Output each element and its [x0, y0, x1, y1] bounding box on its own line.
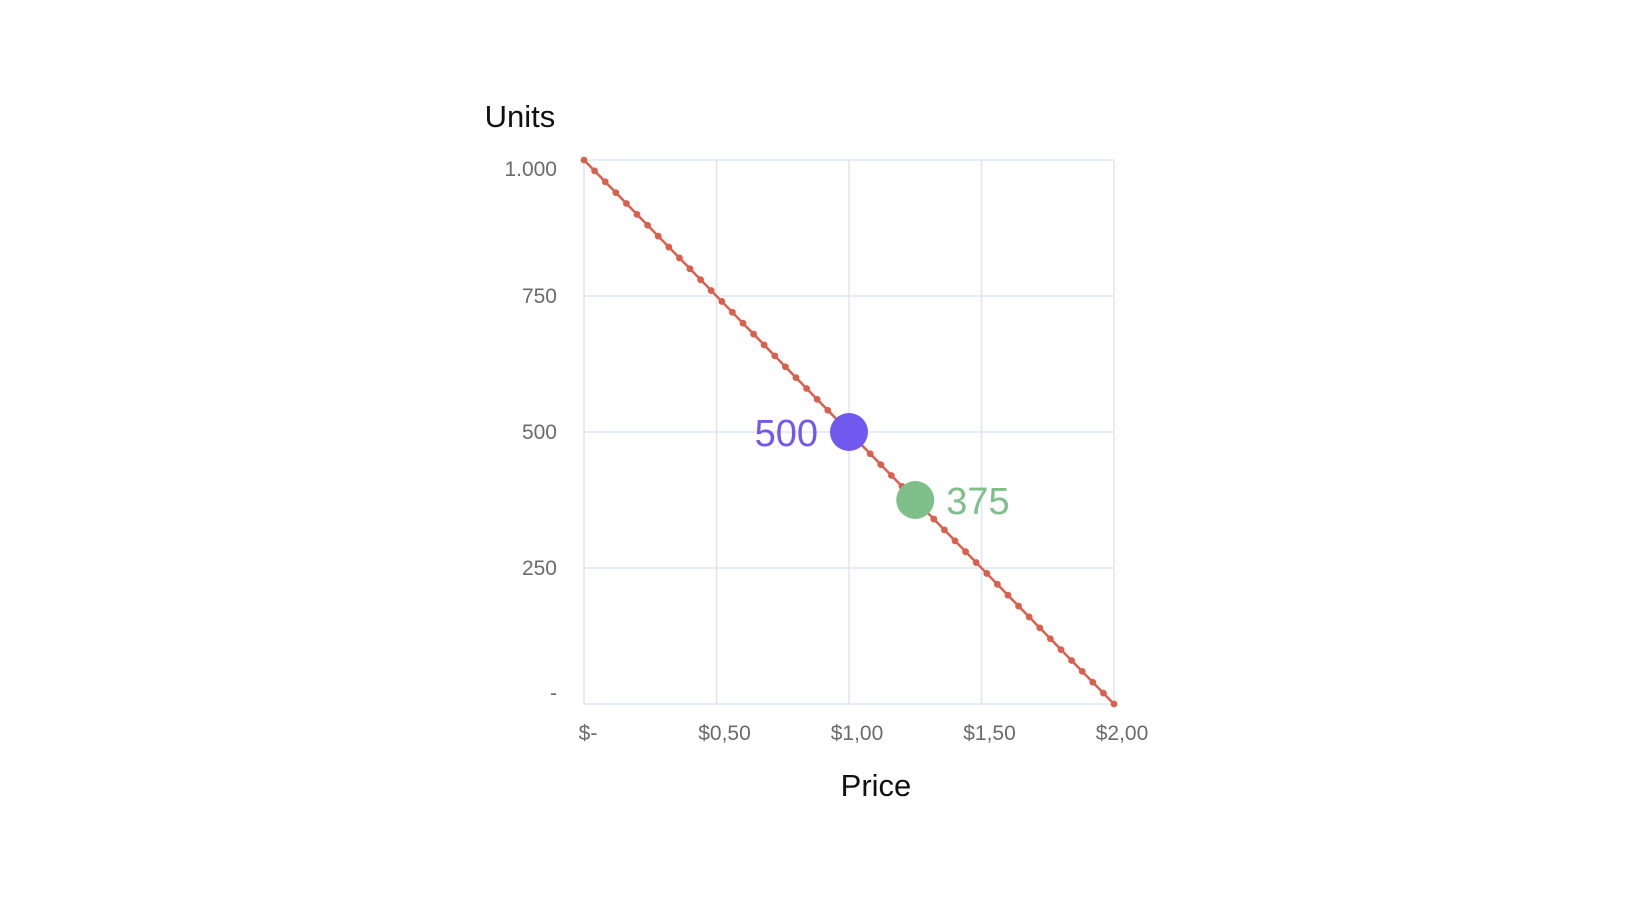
series-point	[676, 254, 683, 262]
y-tick-label: 250	[522, 557, 557, 580]
series-point	[591, 167, 598, 175]
series-point	[739, 319, 747, 327]
series-point	[665, 243, 673, 251]
series-point	[951, 537, 959, 545]
series-point	[962, 548, 969, 556]
series-point	[792, 374, 800, 381]
series-point	[729, 308, 736, 316]
x-tick-label: $0,50	[698, 722, 751, 745]
highlight-point	[896, 481, 935, 519]
series-point	[1025, 613, 1033, 621]
y-axis-title: Units	[485, 99, 556, 134]
series-point	[707, 287, 715, 294]
x-tick-label: $2,00	[1096, 722, 1149, 745]
series-point	[1015, 602, 1022, 610]
series-point	[644, 221, 651, 229]
series-point	[580, 156, 588, 164]
series-point	[888, 472, 895, 479]
series-point	[718, 298, 726, 305]
series-point	[941, 526, 948, 534]
y-tick-label: 1.000	[504, 158, 557, 181]
x-tick-label: $-	[579, 722, 598, 745]
series-point	[612, 189, 620, 197]
y-tick-label: -	[550, 682, 557, 705]
highlight-point	[830, 413, 868, 451]
series-point	[813, 395, 821, 403]
series-point	[1110, 700, 1118, 708]
series-point	[633, 211, 641, 218]
grid	[583, 159, 1115, 705]
series-point	[983, 570, 991, 577]
series-point	[1036, 624, 1044, 632]
series-point	[994, 580, 1001, 588]
series-point	[930, 515, 938, 523]
series-point	[1057, 646, 1065, 653]
series-point	[877, 461, 885, 469]
series-point	[1004, 591, 1012, 599]
highlight-label: 375	[946, 481, 1009, 523]
y-tick-label: 750	[522, 285, 557, 308]
tick-labels: $- $0,50 $1,00 $1,50 $2,00 - 250 500 750 1.000	[504, 158, 1148, 745]
series-point	[623, 200, 630, 207]
series-point	[697, 276, 704, 284]
series-point	[972, 559, 980, 566]
series-point	[771, 352, 779, 360]
series-point	[824, 406, 832, 414]
y-tick-label: 500	[522, 421, 557, 444]
series-point	[654, 232, 662, 240]
series-layer	[580, 156, 1118, 708]
highlight-label: 500	[755, 413, 818, 455]
series-point	[1068, 657, 1075, 664]
series-point	[1100, 689, 1107, 697]
series-point	[803, 385, 810, 392]
series-point	[782, 363, 789, 371]
series-point	[760, 341, 768, 349]
series-point	[1078, 667, 1086, 675]
series-point	[750, 330, 757, 338]
x-axis-title: Price	[841, 768, 912, 803]
series-point	[686, 265, 694, 273]
annotations: 500 375	[755, 413, 1010, 523]
series-point	[866, 450, 874, 458]
series-point	[601, 178, 609, 186]
series-point	[1047, 635, 1054, 643]
x-tick-label: $1,50	[963, 722, 1016, 745]
x-tick-label: $1,00	[831, 722, 884, 745]
series-point	[1089, 678, 1097, 686]
